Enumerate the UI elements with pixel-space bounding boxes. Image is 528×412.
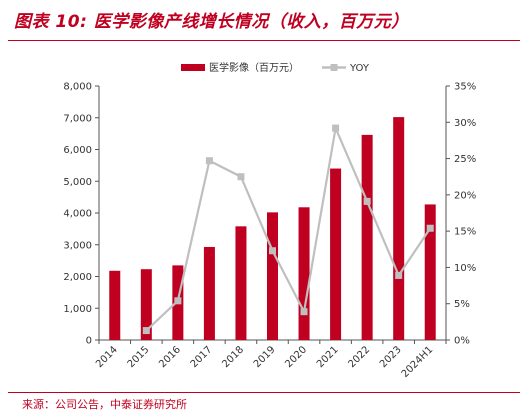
- bar: [298, 207, 310, 340]
- chart-title: 图表 10: 医学影像产线增长情况（收入，百万元）: [14, 12, 409, 32]
- yoy-point: [363, 197, 371, 205]
- yoy-point: [174, 297, 182, 305]
- legend-bar-label: 医学影像（百万元）: [209, 61, 299, 74]
- title-rule: [8, 40, 520, 41]
- source-note: 来源：公司公告，中泰证券研究所: [22, 398, 187, 411]
- yoy-point: [205, 157, 213, 165]
- left-tick-label: 5,000: [63, 177, 92, 188]
- yoy-point: [332, 124, 340, 132]
- legend-bar-swatch: [181, 64, 205, 71]
- footer-rule: [8, 392, 520, 393]
- legend-line-label: YOY: [349, 63, 370, 74]
- left-tick-label: 2,000: [63, 272, 92, 283]
- left-tick-label: 1,000: [63, 304, 92, 315]
- x-tick-label: 2018: [220, 344, 246, 370]
- bar: [393, 117, 405, 341]
- right-tick-label: 15%: [454, 227, 476, 238]
- x-tick-label: 2016: [157, 344, 183, 370]
- right-tick-label: 10%: [454, 263, 476, 274]
- chart: 0 1,000 2,000 3,000 4,000 5,000 6,000 7,000 8,00…: [63, 61, 476, 380]
- yoy-line: [145, 124, 432, 332]
- x-tick-label: 2022: [346, 344, 372, 370]
- right-tick-label: 25%: [454, 154, 476, 165]
- x-tick-label: 2014: [94, 344, 120, 370]
- yoy-point: [269, 247, 276, 255]
- bars-group: [109, 117, 436, 341]
- right-tick-label: 0%: [454, 336, 470, 347]
- bar: [140, 269, 152, 340]
- yoy-point: [426, 224, 434, 232]
- left-tick-label: 8,000: [63, 82, 92, 93]
- right-tick-label: 20%: [454, 190, 476, 201]
- yoy-point: [237, 173, 245, 181]
- right-tick-label: 30%: [454, 118, 476, 129]
- bar: [109, 270, 121, 340]
- right-tick-label: 5%: [454, 299, 470, 310]
- left-tick-label: 0: [86, 336, 92, 347]
- x-tick-label: 2021: [315, 344, 341, 370]
- left-tick-label: 6,000: [63, 145, 92, 156]
- bar: [330, 168, 342, 340]
- bar: [267, 212, 278, 340]
- left-tick-label: 7,000: [63, 113, 92, 124]
- bar: [361, 134, 373, 340]
- legend-line-marker: [330, 64, 338, 71]
- right-tick-label: 35%: [454, 82, 476, 93]
- yoy-point: [395, 271, 403, 279]
- bar: [203, 246, 215, 340]
- x-tick-label: 2020: [283, 344, 309, 370]
- left-tick-label: 3,000: [63, 240, 92, 251]
- left-tick-label: 4,000: [63, 209, 92, 220]
- bar: [235, 226, 247, 340]
- line-group: [142, 124, 434, 335]
- x-tick-label: 2015: [126, 344, 152, 370]
- x-tick-label: 2024H1: [400, 344, 436, 380]
- bar: [424, 204, 436, 340]
- legend: 医学影像（百万元） YOY: [181, 61, 370, 74]
- x-tick-label: 2017: [189, 344, 215, 370]
- x-tick-label: 2019: [252, 344, 278, 370]
- yoy-point: [142, 327, 150, 335]
- yoy-point: [300, 308, 308, 316]
- x-tick-label: 2023: [378, 344, 404, 370]
